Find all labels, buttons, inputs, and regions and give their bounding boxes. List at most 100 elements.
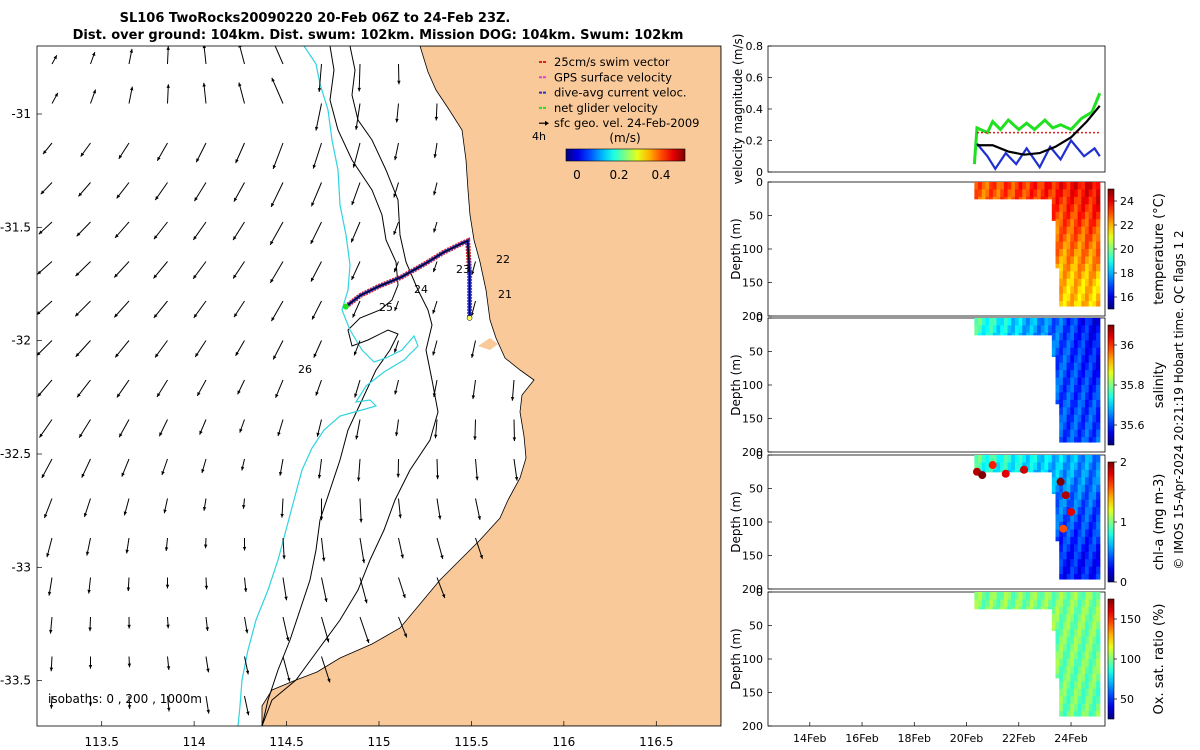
section-cell [1044, 189, 1049, 198]
section-cell [1088, 507, 1093, 516]
section-cell [1073, 407, 1079, 416]
chl-hotspot [1020, 465, 1029, 474]
section-cell [996, 592, 1001, 601]
section-cell [1051, 355, 1057, 358]
velocity-arrow [311, 182, 322, 207]
velocity-arrow-head [127, 624, 131, 629]
depth-tick-label: 150 [742, 687, 763, 700]
section-cell [1066, 211, 1071, 220]
section-cell [1073, 263, 1079, 272]
section-cell [1096, 189, 1101, 198]
section-cell [1059, 189, 1064, 198]
velocity-arrow [282, 656, 291, 682]
section-cell [1077, 507, 1082, 516]
section-cell [1055, 234, 1060, 243]
section-cell [1085, 599, 1090, 608]
section-cell [1051, 340, 1057, 349]
section-colorbar [1107, 324, 1115, 446]
section-cell [1088, 455, 1093, 464]
velocity-arrow-head [432, 351, 436, 356]
section-cell [1070, 301, 1075, 307]
section-cell [1029, 592, 1034, 601]
section-cell [1066, 636, 1071, 645]
section-cell [1081, 377, 1086, 386]
section-cell [1070, 566, 1075, 575]
section-cell [1018, 599, 1023, 608]
colorbar-tick-label: 50 [1120, 693, 1134, 706]
depth-tick-label: 150 [742, 413, 763, 426]
section-cell [1062, 182, 1068, 191]
section-cell [1088, 407, 1093, 416]
velocity-arrow-head [317, 88, 322, 92]
section-cell [1085, 644, 1090, 653]
section-cell [1092, 286, 1097, 295]
section-cell [1081, 385, 1086, 394]
section-cell [1096, 332, 1101, 341]
section-cell [1073, 355, 1079, 364]
section-cell [1081, 399, 1086, 408]
section-cell [981, 196, 987, 200]
section-cell [1029, 455, 1034, 464]
section-cell [1066, 666, 1071, 675]
section-cell [1085, 688, 1090, 697]
section-cell [1059, 499, 1064, 508]
section-cell [1096, 629, 1101, 638]
section-cell [1077, 392, 1082, 401]
section-cell [1081, 536, 1086, 545]
section-cell [1055, 204, 1060, 213]
section-cell [1081, 673, 1086, 682]
section-cell [1059, 263, 1064, 272]
velocity-arrow-head [76, 232, 81, 237]
section-cell [1059, 673, 1064, 682]
section-cell [1007, 592, 1012, 601]
section-cell [1081, 437, 1086, 443]
section-cell [1055, 606, 1060, 615]
section-cell [1092, 636, 1097, 645]
section-cell [1096, 574, 1101, 580]
section-cell [1018, 182, 1023, 191]
section-cell [1044, 462, 1049, 471]
velocity-arrow-head [197, 391, 201, 396]
section-cell [1000, 469, 1005, 473]
section-cell [1085, 377, 1090, 386]
section-cell [1077, 241, 1082, 250]
section-cell [1040, 332, 1046, 336]
colorbar-tick-label: 18 [1120, 267, 1134, 280]
section-cell [1096, 226, 1101, 235]
section-cell [1003, 462, 1009, 471]
section-cell [1096, 271, 1101, 280]
velocity-arrow-head [235, 159, 239, 164]
section-cell [1051, 219, 1057, 222]
section-cell [1085, 414, 1090, 423]
velocity-arrow-head [357, 87, 362, 92]
velocity-arrow [269, 261, 284, 284]
time-tick-label: 22Feb [1002, 732, 1035, 745]
section-cell [1081, 688, 1086, 697]
section-cell [1066, 437, 1071, 443]
section-cell [1011, 196, 1016, 200]
section-cell [1088, 644, 1093, 653]
section-cell [1096, 318, 1101, 327]
section-cell [1037, 189, 1042, 198]
velocity-arrow-head [400, 554, 404, 559]
section-cell [1062, 621, 1068, 630]
velocity-arrow-head [313, 353, 317, 358]
section-cell [1081, 477, 1086, 486]
section-cell [1092, 514, 1097, 523]
velocity-arrow-head [88, 702, 93, 707]
section-cell [1059, 484, 1064, 493]
velocity-arrow-head [432, 309, 436, 314]
section-cell [1070, 536, 1075, 545]
depth-tick-label: 200 [742, 310, 763, 323]
section-cell [1088, 189, 1093, 198]
section-cell [1055, 514, 1060, 523]
section-cell [1022, 182, 1027, 191]
section-cell [1081, 614, 1086, 623]
velocity-arrow-head [199, 430, 203, 435]
section-cell [1066, 462, 1071, 471]
section-cell [1055, 182, 1060, 191]
section-cell [1081, 332, 1086, 341]
section-cell [1062, 499, 1068, 508]
section-cell [1092, 226, 1097, 235]
section-cell [1092, 666, 1097, 675]
